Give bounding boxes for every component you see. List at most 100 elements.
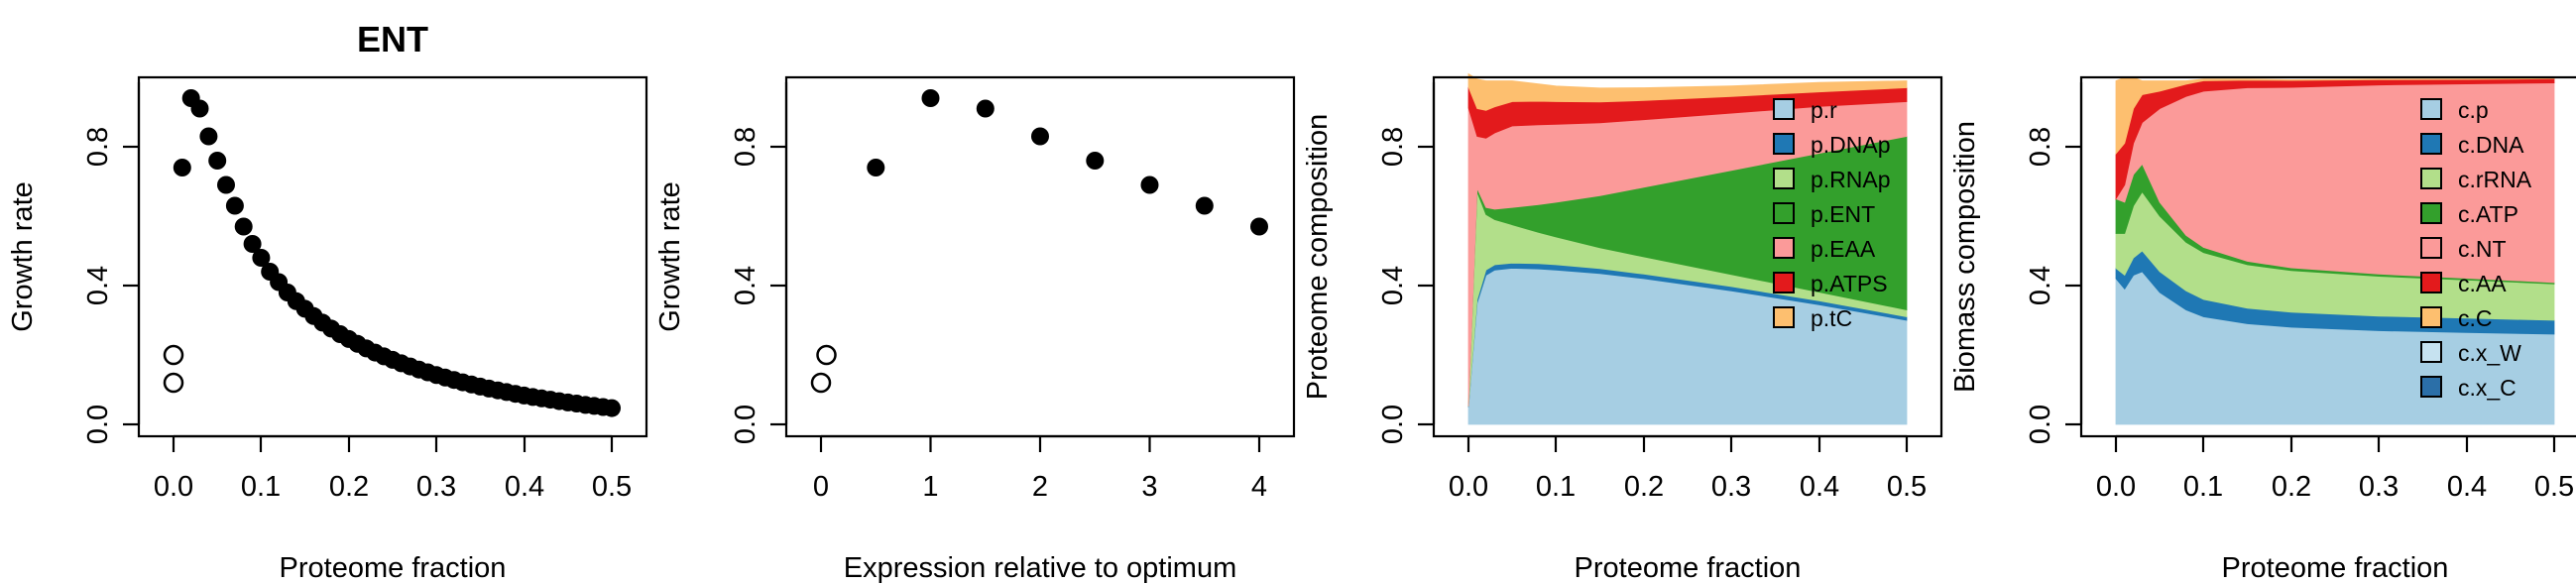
y-tick-group: 0.0 0.4 0.8 bbox=[730, 127, 786, 444]
x-tick-label: 0.4 bbox=[2447, 471, 2487, 503]
y-tick-label: 0.8 bbox=[1377, 127, 1409, 167]
legend-swatch-c-c bbox=[2420, 306, 2442, 328]
x-axis-title: Proteome fraction bbox=[1575, 552, 1802, 584]
scatter-point bbox=[867, 159, 885, 176]
x-tick-group: 0 1 2 3 4 bbox=[813, 436, 1267, 503]
x-tick-label: 0.0 bbox=[2096, 471, 2136, 503]
x-tick-label: 0 bbox=[813, 471, 829, 503]
y-tick-label: 0.4 bbox=[1377, 266, 1409, 305]
scatter-point bbox=[1031, 127, 1049, 146]
legend-label: p.r bbox=[1811, 97, 1837, 123]
legend-swatch-p-atps bbox=[1773, 272, 1795, 293]
x-axis-title: Proteome fraction bbox=[280, 552, 507, 584]
x-tick-label: 0.0 bbox=[154, 471, 193, 503]
scatter-point bbox=[1195, 196, 1214, 215]
x-axis-title: Expression relative to optimum bbox=[844, 552, 1237, 584]
scatter-point bbox=[199, 127, 218, 146]
x-tick-label: 4 bbox=[1251, 471, 1267, 503]
scatter-point bbox=[243, 235, 262, 253]
x-tick-label: 3 bbox=[1141, 471, 1157, 503]
legend-label: p.RNAp bbox=[1811, 167, 1891, 192]
x-tick-label: 0.3 bbox=[1711, 471, 1751, 503]
scatter-point bbox=[976, 99, 995, 118]
scatter-point bbox=[1140, 176, 1159, 194]
x-tick-label: 0.5 bbox=[592, 471, 632, 503]
y-tick-label: 0.4 bbox=[82, 266, 114, 305]
scatter-point bbox=[603, 399, 621, 417]
legend-label: c.NT bbox=[2458, 236, 2507, 262]
y-axis-title: Proteome composition bbox=[1302, 114, 1334, 401]
x-tick-label: 0.5 bbox=[2534, 471, 2574, 503]
legend-swatch-c-x-c bbox=[2420, 376, 2442, 398]
x-tick-label: 0.3 bbox=[2359, 471, 2399, 503]
y-axis-title: Biomass composition bbox=[1949, 121, 1981, 393]
y-tick-label: 0.0 bbox=[2025, 405, 2056, 444]
y-tick-label: 0.4 bbox=[730, 266, 761, 305]
stacked-area-plot bbox=[2115, 76, 2555, 425]
x-tick-label: 0.2 bbox=[329, 471, 369, 503]
scatter-point bbox=[217, 176, 235, 194]
y-tick-label: 0.8 bbox=[82, 127, 114, 167]
x-tick-label: 0.4 bbox=[1800, 471, 1839, 503]
scatter-point bbox=[921, 89, 940, 107]
y-tick-group: 0.0 0.4 0.8 bbox=[82, 127, 139, 444]
scatter-point bbox=[1086, 152, 1105, 170]
legend: p.r p.DNAp p.RNAp p.ENT p.EAA p.ATPS p.t… bbox=[1773, 97, 1891, 331]
scatter-point bbox=[173, 159, 191, 176]
scatter-point bbox=[252, 249, 271, 267]
x-tick-group: 0.0 0.1 0.2 0.3 0.4 0.5 bbox=[154, 436, 632, 503]
x-tick-label: 0.1 bbox=[2183, 471, 2223, 503]
x-tick-group: 0.0 0.1 0.2 0.3 0.4 0.5 bbox=[1449, 436, 1927, 503]
legend-swatch-p-r bbox=[1773, 98, 1795, 120]
area-band-c-c bbox=[2115, 76, 2555, 156]
panel-title: ENT bbox=[357, 19, 428, 59]
legend-swatch-p-dnap bbox=[1773, 133, 1795, 155]
scatter-point bbox=[1250, 217, 1268, 236]
x-tick-label: 1 bbox=[922, 471, 938, 503]
panel-proteome-composition: p.r p.DNAp p.RNAp p.ENT p.EAA p.ATPS p.t… bbox=[1302, 72, 1943, 584]
x-tick-label: 0.4 bbox=[505, 471, 544, 503]
legend-label: c.rRNA bbox=[2458, 167, 2532, 192]
panel-biomass-composition: c.p c.DNA c.rRNA c.ATP c.NT c.AA c.C c.x… bbox=[1949, 75, 2576, 584]
legend-swatch-c-atp bbox=[2420, 202, 2442, 224]
legend-swatch-p-eaa bbox=[1773, 237, 1795, 259]
legend-swatch-c-aa bbox=[2420, 272, 2442, 293]
scatter-point bbox=[190, 99, 209, 118]
legend-label: p.ENT bbox=[1811, 201, 1875, 227]
scatter-point bbox=[234, 217, 253, 236]
legend-label: p.tC bbox=[1811, 305, 1852, 331]
legend-label: c.ATP bbox=[2458, 201, 2518, 227]
legend-label: c.DNA bbox=[2458, 132, 2524, 158]
legend-label: p.EAA bbox=[1811, 236, 1876, 262]
y-axis-title: Growth rate bbox=[654, 181, 686, 332]
y-tick-label: 0.0 bbox=[730, 405, 761, 444]
x-tick-label: 2 bbox=[1032, 471, 1048, 503]
scatter-point-open bbox=[810, 372, 832, 394]
scatter-point-open bbox=[816, 344, 837, 366]
legend-label: c.x_C bbox=[2458, 375, 2517, 401]
legend-label: c.x_W bbox=[2458, 340, 2521, 366]
scatter-point bbox=[225, 196, 244, 215]
x-tick-label: 0.3 bbox=[416, 471, 456, 503]
legend-swatch-c-dna bbox=[2420, 133, 2442, 155]
legend-swatch-p-ent bbox=[1773, 202, 1795, 224]
y-tick-label: 0.8 bbox=[2025, 127, 2056, 167]
x-tick-label: 0.1 bbox=[241, 471, 281, 503]
legend-swatch-p-tc bbox=[1773, 306, 1795, 328]
panel-growth-vs-expression: 0 1 2 3 4 0.0 0.4 0.8 Expression relativ… bbox=[654, 75, 1296, 584]
legend-label: c.C bbox=[2458, 305, 2493, 331]
legend-swatch-p-rnap bbox=[1773, 168, 1795, 189]
legend-label: c.AA bbox=[2458, 271, 2507, 296]
y-tick-group: 0.0 0.4 0.8 bbox=[1377, 127, 1434, 444]
panel-ent-growth-vs-fraction: ENT 0.0 0.1 0.2 0.3 0.4 0.5 0.0 0.4 0.8 bbox=[7, 19, 648, 584]
y-tick-label: 0.8 bbox=[730, 127, 761, 167]
plot-area bbox=[810, 89, 1268, 394]
plot-area bbox=[163, 89, 621, 417]
area-band-p-tc bbox=[1467, 72, 1908, 111]
x-tick-label: 0.0 bbox=[1449, 471, 1488, 503]
legend-swatch-c-nt bbox=[2420, 237, 2442, 259]
x-tick-label: 0.1 bbox=[1536, 471, 1576, 503]
x-axis-title: Proteome fraction bbox=[2222, 552, 2449, 584]
x-tick-group: 0.0 0.1 0.2 0.3 0.4 0.5 bbox=[2096, 436, 2574, 503]
scatter-point bbox=[208, 152, 227, 170]
